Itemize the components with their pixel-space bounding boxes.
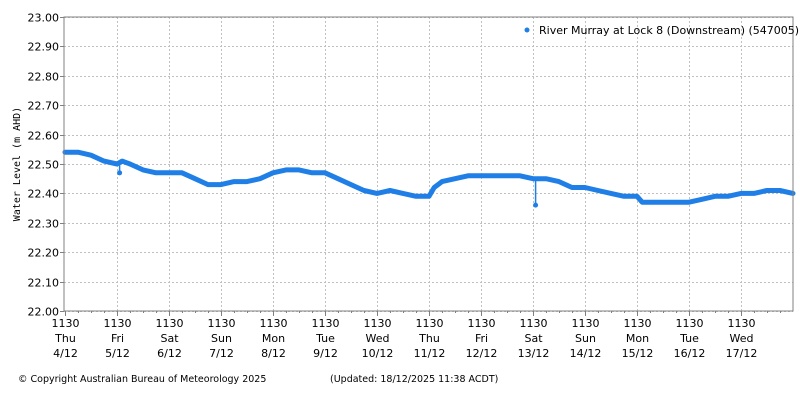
x-tick-label: Sun (211, 332, 232, 345)
x-tick-label: 12/12 (466, 347, 498, 360)
y-tick-label: 22.80 (28, 71, 60, 84)
x-tick-label: 11/12 (414, 347, 446, 360)
x-tick-label: Sun (575, 332, 596, 345)
y-tick-label: 22.60 (28, 130, 60, 143)
x-tick-label: 13/12 (518, 347, 550, 360)
x-tick-label: 5/12 (105, 347, 130, 360)
series-line (62, 149, 796, 205)
x-tick-label: 16/12 (674, 347, 706, 360)
legend: River Murray at Lock 8 (Downstream) (547… (524, 24, 799, 37)
y-tick-label: 22.30 (28, 218, 60, 231)
x-tick-label: 14/12 (570, 347, 602, 360)
x-tick-label: 1130 (52, 317, 80, 330)
y-tick-label: 22.50 (28, 159, 60, 172)
x-tick-label: Tue (315, 332, 335, 345)
y-tick-label: 22.40 (28, 188, 60, 201)
x-tick-label: Sat (524, 332, 543, 345)
x-tick-label: 10/12 (362, 347, 394, 360)
x-tick-label: 1130 (208, 317, 236, 330)
x-tick-label: 17/12 (726, 347, 758, 360)
gridlines (64, 17, 793, 312)
x-tick-label: Tue (679, 332, 699, 345)
y-axis: 23.00 22.90 22.80 22.70 22.60 22.50 22.40 22.30… (28, 12, 64, 319)
outlier-point (117, 170, 123, 176)
updated-timestamp: (Updated: 18/12/2025 11:38 ACDT) (330, 374, 499, 385)
x-tick-label: 1130 (416, 317, 444, 330)
x-tick-label: 15/12 (622, 347, 654, 360)
x-tick-label: Wed (366, 332, 390, 345)
x-tick-label: 1130 (520, 317, 548, 330)
x-tick-label: 1130 (728, 317, 756, 330)
x-tick-label: 8/12 (261, 347, 286, 360)
x-tick-label: 1130 (104, 317, 132, 330)
x-tick-label: Fri (475, 332, 488, 345)
y-tick-label: 22.70 (28, 100, 60, 113)
x-tick-label: 1130 (468, 317, 496, 330)
x-tick-label: 1130 (260, 317, 288, 330)
x-tick-label: Mon (262, 332, 285, 345)
legend-label: River Murray at Lock 8 (Downstream) (547… (539, 24, 799, 37)
x-tick-label: Mon (626, 332, 649, 345)
legend-marker-icon (524, 27, 530, 33)
x-tick-label: 1130 (676, 317, 704, 330)
x-tick-label: Thu (54, 332, 76, 345)
x-axis: 1130 Thu 4/12 1130 Fri 5/12 1130 Sat 6/12 1130 Sun… (52, 311, 781, 360)
y-axis-label: Water Level (m AHD) (12, 107, 23, 221)
plot-frame (63, 16, 794, 312)
x-tick-label: Sat (160, 332, 179, 345)
y-tick-label: 22.00 (28, 306, 60, 319)
x-tick-label: 1130 (572, 317, 600, 330)
x-tick-label: Wed (730, 332, 754, 345)
y-tick-label: 23.00 (28, 12, 60, 25)
y-tick-label: 22.20 (28, 247, 60, 260)
x-tick-label: 9/12 (313, 347, 338, 360)
x-tick-label: 1130 (312, 317, 340, 330)
x-tick-label: 6/12 (157, 347, 182, 360)
x-tick-label: 4/12 (53, 347, 78, 360)
x-tick-label: 1130 (364, 317, 392, 330)
x-tick-label: Thu (418, 332, 440, 345)
x-tick-label: 1130 (624, 317, 652, 330)
x-tick-label: 1130 (156, 317, 184, 330)
x-tick-label: Fri (111, 332, 124, 345)
y-tick-label: 22.10 (28, 277, 60, 290)
copyright-text: © Copyright Australian Bureau of Meteoro… (18, 374, 267, 385)
x-tick-label: 7/12 (209, 347, 234, 360)
data-series (62, 149, 796, 208)
y-tick-label: 22.90 (28, 41, 60, 54)
outlier-point (533, 202, 539, 208)
